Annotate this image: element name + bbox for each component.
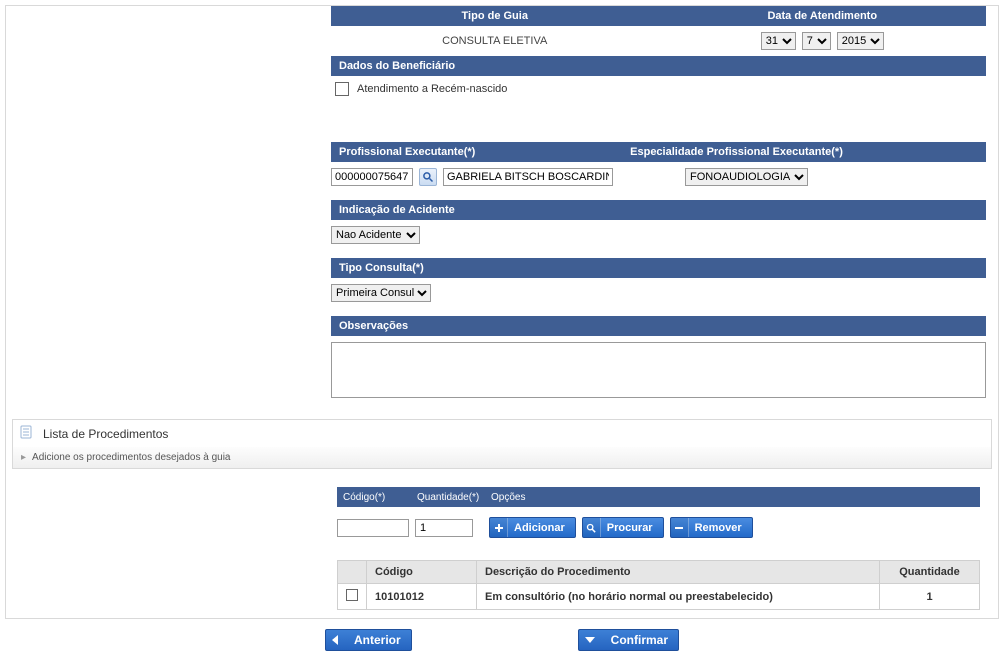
th-check (338, 561, 367, 584)
label-data-atendimento: Data de Atendimento (659, 10, 987, 22)
checkbox-recem-nascido[interactable] (335, 82, 349, 96)
cell-quantidade: 1 (926, 591, 932, 603)
lookup-prof-button[interactable] (419, 168, 437, 186)
plus-icon (490, 518, 508, 537)
label-panel-procedimentos: Lista de Procedimentos (43, 427, 168, 441)
value-tipo-guia: CONSULTA ELETIVA (331, 35, 659, 47)
panel-header-procedimentos: Lista de Procedimentos (12, 419, 992, 447)
table-procedimentos: Código Descrição do Procedimento Quantid… (337, 560, 980, 610)
chevron-right-icon: ▸ (21, 452, 26, 463)
select-date-year[interactable]: 2015 (837, 32, 884, 50)
select-date-month[interactable]: 7 (802, 32, 831, 50)
input-prof-nome[interactable] (443, 168, 613, 186)
select-date-day[interactable]: 31 (761, 32, 796, 50)
th-quantidade: Quantidade (880, 561, 980, 584)
select-tipo-consulta[interactable]: Primeira Consulta (331, 284, 431, 302)
label-tipo-consulta: Tipo Consulta(*) (339, 262, 424, 274)
section-header-beneficiario: Dados do Beneficiário (331, 56, 986, 76)
table-row: 10101012 Em consultório (no horário norm… (338, 584, 980, 610)
triangle-left-icon (332, 635, 338, 645)
triangle-down-icon (585, 637, 595, 643)
input-proc-quantidade[interactable] (415, 519, 473, 537)
select-especialidade[interactable]: FONOAUDIOLOGIA (685, 168, 808, 186)
label-col-opcoes: Opções (491, 492, 525, 503)
hint-procedimentos: ▸Adicione os procedimentos desejados à g… (12, 447, 992, 469)
label-profissional: Profissional Executante(*) (339, 146, 630, 158)
th-descricao: Descrição do Procedimento (477, 561, 880, 584)
section-header-acidente: Indicação de Acidente (331, 200, 986, 220)
procurar-button[interactable]: Procurar (582, 517, 664, 538)
th-codigo: Código (367, 561, 477, 584)
cell-descricao: Em consultório (no horário normal ou pre… (485, 591, 773, 603)
list-icon (19, 424, 35, 443)
section-header-profissional: Profissional Executante(*) Especialidade… (331, 142, 986, 162)
confirmar-button[interactable]: Confirmar (578, 629, 679, 651)
anterior-button[interactable]: Anterior (325, 629, 412, 651)
label-beneficiario: Dados do Beneficiário (339, 60, 455, 72)
label-recem-nascido: Atendimento a Recém-nascido (357, 83, 507, 95)
section-header-proc-inputs: Código(*) Quantidade(*) Opções (337, 487, 980, 507)
section-header-observacoes: Observações (331, 316, 986, 336)
search-icon (422, 171, 434, 183)
label-acidente: Indicação de Acidente (339, 204, 455, 216)
input-prof-codigo[interactable] (331, 168, 413, 186)
adicionar-button[interactable]: Adicionar (489, 517, 576, 538)
section-header-tipo-consulta: Tipo Consulta(*) (331, 258, 986, 278)
search-icon (583, 518, 601, 537)
label-col-codigo: Código(*) (337, 492, 417, 503)
section-header-tipo-data: Tipo de Guia Data de Atendimento (331, 6, 986, 26)
label-observacoes: Observações (339, 320, 408, 332)
remover-button[interactable]: Remover (670, 517, 753, 538)
label-tipo-guia: Tipo de Guia (331, 10, 659, 22)
textarea-observacoes[interactable] (331, 342, 986, 398)
minus-icon (671, 518, 689, 537)
input-proc-codigo[interactable] (337, 519, 409, 537)
label-col-quantidade: Quantidade(*) (417, 492, 491, 503)
cell-codigo: 10101012 (375, 591, 424, 603)
select-acidente[interactable]: Nao Acidente (331, 226, 420, 244)
checkbox-row-0[interactable] (346, 589, 358, 601)
label-especialidade: Especialidade Profissional Executante(*) (630, 146, 986, 158)
